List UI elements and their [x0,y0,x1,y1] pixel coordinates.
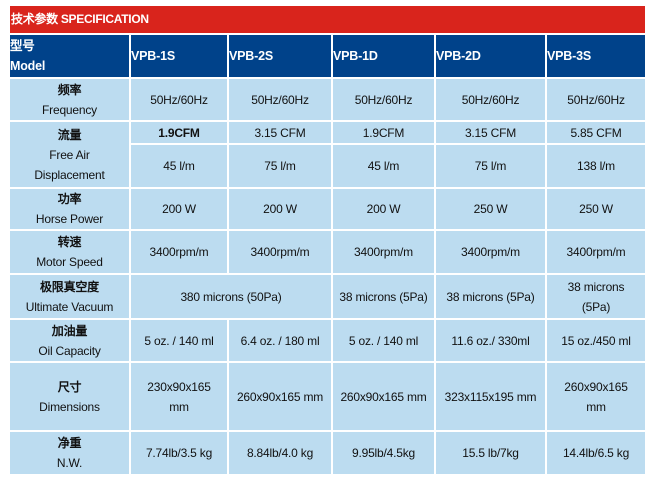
flow-cfm-row: 流量 Free Air Displacement 1.9CFM 3.15 CFM 1… [10,122,645,187]
weight-row: 净重 N.W. 7.74lb/3.5 kg 8.84lb/4.0 kg 9.95l… [10,432,645,474]
cell: 3400rpm/m [131,231,227,273]
row-label: 极限真空度 Ultimate Vacuum [10,275,129,318]
cell: 323x115x195 mm [436,363,545,430]
cell: 3400rpm/m [436,231,545,273]
frequency-row: 频率 Frequency 50Hz/60Hz 50Hz/60Hz 50Hz/60H… [10,79,645,120]
cell: 1.9CFM [333,122,434,143]
model-header: VPB-3S [547,35,645,77]
cell: 3400rpm/m [229,231,331,273]
cell: 250 W [547,189,645,229]
spec-table-container: 技术参数 SPECIFICATION 型号 Model VPB-1S VPB-2S… [10,6,645,476]
cell: 11.6 oz./ 330ml [436,320,545,361]
cell: 6.4 oz. / 180 ml [229,320,331,361]
cell: 1.9CFM [131,122,227,143]
row-label: 转速 Motor Speed [10,231,129,273]
row-label: 加油量 Oil Capacity [10,320,129,361]
cell: 14.4lb/6.5 kg [547,432,645,474]
cell: 3400rpm/m [333,231,434,273]
cell: 7.74lb/3.5 kg [131,432,227,474]
cell: 50Hz/60Hz [436,79,545,120]
cell: 15.5 lb/7kg [436,432,545,474]
oil-row: 加油量 Oil Capacity 5 oz. / 140 ml 6.4 oz. /… [10,320,645,361]
cell: 50Hz/60Hz [547,79,645,120]
cell: 45 l/m [333,145,434,187]
model-header: VPB-1D [333,35,434,77]
header-row: 型号 Model VPB-1S VPB-2S VPB-1D VPB-2D VPB-… [10,35,645,77]
cell: 38 microns (5Pa) [436,275,545,318]
model-header: VPB-1S [131,35,227,77]
cell: 5.85 CFM [547,122,645,143]
cell: 250 W [436,189,545,229]
cell: 50Hz/60Hz [131,79,227,120]
cell: 38 microns (5Pa) [333,275,434,318]
vacuum-row: 极限真空度 Ultimate Vacuum 380 microns (50Pa) … [10,275,645,318]
spec-table: 型号 Model VPB-1S VPB-2S VPB-1D VPB-2D VPB-… [8,33,647,476]
cell: 5 oz. / 140 ml [131,320,227,361]
cell: 9.95lb/4.5kg [333,432,434,474]
model-label: 型号 Model [10,35,129,77]
model-header: VPB-2S [229,35,331,77]
row-label: 功率 Horse Power [10,189,129,229]
row-label: 尺寸 Dimensions [10,363,129,430]
cell: 200 W [333,189,434,229]
cell: 260x90x165 mm [547,363,645,430]
cell: 50Hz/60Hz [229,79,331,120]
cell: 75 l/m [229,145,331,187]
row-label: 频率 Frequency [10,79,129,120]
speed-row: 转速 Motor Speed 3400rpm/m 3400rpm/m 3400rp… [10,231,645,273]
cell: 50Hz/60Hz [333,79,434,120]
cell: 3.15 CFM [436,122,545,143]
cell: 38 microns (5Pa) [547,275,645,318]
row-label: 流量 Free Air Displacement [10,122,129,187]
cell: 200 W [229,189,331,229]
power-row: 功率 Horse Power 200 W 200 W 200 W 250 W 25… [10,189,645,229]
row-label: 净重 N.W. [10,432,129,474]
cell: 200 W [131,189,227,229]
flow-lpm-row: 45 l/m 75 l/m 45 l/m 75 l/m 138 l/m [10,145,645,187]
dimensions-row: 尺寸 Dimensions 230x90x165 mm 260x90x165 mm… [10,363,645,430]
cell: 230x90x165 mm [131,363,227,430]
cell: 380 microns (50Pa) [131,275,331,318]
cell: 3.15 CFM [229,122,331,143]
cell: 45 l/m [131,145,227,187]
spec-title-banner: 技术参数 SPECIFICATION [10,6,645,33]
cell: 8.84lb/4.0 kg [229,432,331,474]
cell: 260x90x165 mm [333,363,434,430]
model-header: VPB-2D [436,35,545,77]
cell: 3400rpm/m [547,231,645,273]
cell: 138 l/m [547,145,645,187]
cell: 5 oz. / 140 ml [333,320,434,361]
cell: 75 l/m [436,145,545,187]
cell: 260x90x165 mm [229,363,331,430]
cell: 15 oz./450 ml [547,320,645,361]
